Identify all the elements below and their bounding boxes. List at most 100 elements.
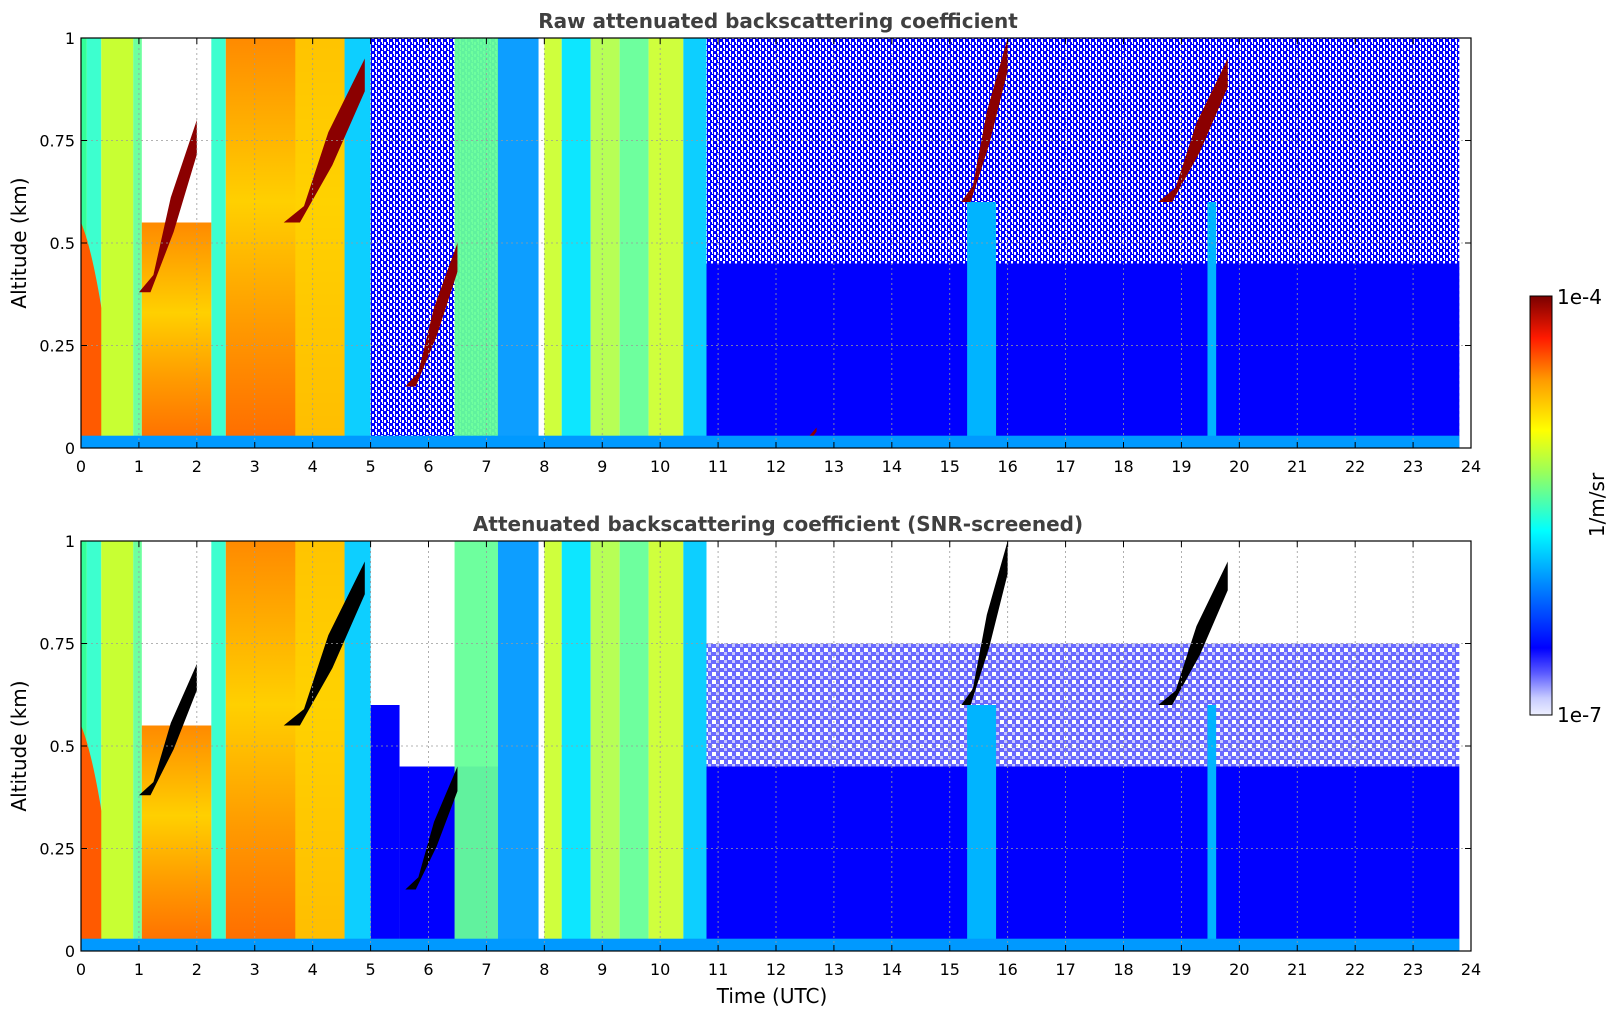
x-tick-label: 18 [1113, 960, 1133, 979]
y-tick-label: 0.25 [39, 337, 75, 356]
backscatter-cell [1207, 202, 1217, 448]
backscatter-cell [967, 202, 997, 448]
clear-air-cell [706, 643, 1460, 767]
x-tick-label: 21 [1287, 960, 1307, 979]
x-tick-label: 4 [308, 457, 318, 476]
x-tick-label: 11 [708, 960, 728, 979]
x-tick-label: 24 [1461, 960, 1481, 979]
x-tick-label: 10 [650, 960, 670, 979]
clear-air-cell [706, 263, 1460, 448]
cloud-layer [1158, 58, 1228, 202]
surface-layer [81, 938, 1460, 951]
x-tick-label: 16 [997, 960, 1017, 979]
x-tick-label: 15 [940, 960, 960, 979]
cloud-layer [961, 541, 1008, 705]
clear-air-cell [706, 766, 1460, 951]
x-tick-label: 14 [882, 960, 902, 979]
colorbar-unit-label: 1/m/sr [1585, 472, 1609, 537]
x-tick-label: 22 [1345, 457, 1365, 476]
x-tick-label: 17 [1055, 457, 1075, 476]
backscatter-cell [683, 38, 707, 448]
backscatter-cell [648, 541, 684, 951]
y-tick-label: 1 [65, 29, 75, 48]
x-tick-label: 9 [597, 457, 607, 476]
x-tick-label: 7 [481, 457, 491, 476]
x-tick-label: 7 [481, 960, 491, 979]
x-tick-label: 23 [1403, 457, 1423, 476]
y-tick-label: 0.75 [39, 635, 75, 654]
clear-air-cell [370, 705, 400, 951]
x-tick-label: 13 [824, 960, 844, 979]
x-tick-label: 23 [1403, 960, 1423, 979]
y-tick-label: 0.25 [39, 840, 75, 859]
x-tick-label: 20 [1229, 457, 1249, 476]
x-tick-label: 21 [1287, 457, 1307, 476]
x-tick-label: 10 [650, 457, 670, 476]
y-axis-label: Altitude (km) [7, 177, 31, 308]
backscatter-cell [683, 541, 707, 951]
x-tick-label: 11 [708, 457, 728, 476]
cloud-layer [799, 427, 817, 448]
x-tick-label: 12 [766, 960, 786, 979]
x-tick-label: 22 [1345, 960, 1365, 979]
cloud-layer [405, 766, 458, 890]
y-tick-label: 0.5 [50, 234, 75, 253]
x-tick-label: 16 [997, 457, 1017, 476]
x-axis-label: Time (UTC) [716, 984, 828, 1008]
x-tick-label: 3 [250, 960, 260, 979]
y-tick-label: 0.75 [39, 132, 75, 151]
x-tick-label: 4 [308, 960, 318, 979]
x-tick-label: 2 [192, 457, 202, 476]
x-tick-label: 2 [192, 960, 202, 979]
backscatter-cell [211, 38, 226, 448]
backscatter-cell [619, 38, 649, 448]
x-tick-label: 14 [882, 457, 902, 476]
x-tick-label: 19 [1171, 457, 1191, 476]
cloud-layer [1158, 561, 1228, 705]
x-tick-label: 5 [365, 457, 375, 476]
cloud-layer [961, 38, 1008, 202]
backscatter-cell [1207, 705, 1217, 951]
y-tick-label: 0 [65, 942, 75, 961]
heatmap-panel-1: 0 1 2 3 4 5 6 7 8 9 10 11 12 13 14 15 16 17 18 19 20 21 22 23 24… [7, 9, 1481, 476]
backscatter-cell [590, 38, 620, 448]
backscatter-cell [211, 541, 226, 951]
x-tick-label: 19 [1171, 960, 1191, 979]
backscatter-cell [648, 38, 684, 448]
x-tick-label: 20 [1229, 960, 1249, 979]
x-tick-label: 8 [539, 960, 549, 979]
panel-title: Attenuated backscattering coefficient (S… [473, 512, 1083, 536]
backscatter-cell [141, 222, 212, 448]
colorbar: 1e-4 1e-7 1/m/sr [1529, 285, 1609, 727]
colorbar-scale [1529, 295, 1553, 716]
x-tick-label: 9 [597, 960, 607, 979]
x-tick-label: 5 [365, 960, 375, 979]
x-tick-label: 13 [824, 457, 844, 476]
x-tick-label: 0 [76, 457, 86, 476]
x-tick-label: 6 [423, 960, 433, 979]
x-tick-label: 24 [1461, 457, 1481, 476]
x-tick-label: 0 [76, 960, 86, 979]
x-tick-label: 1 [134, 960, 144, 979]
y-tick-label: 0.5 [50, 737, 75, 756]
y-tick-label: 0 [65, 439, 75, 458]
colorbar-bottom-label: 1e-7 [1557, 703, 1602, 727]
x-tick-label: 12 [766, 457, 786, 476]
cloud-layer [283, 561, 365, 726]
x-tick-label: 8 [539, 457, 549, 476]
panel-title: Raw attenuated backscattering coefficien… [538, 9, 1018, 33]
heatmap-panel-2: 0 1 2 3 4 5 6 7 8 9 10 11 12 13 14 15 16 17 18 19 20 21 22 23 24… [7, 512, 1481, 1008]
y-tick-label: 1 [65, 532, 75, 551]
x-tick-label: 17 [1055, 960, 1075, 979]
backscatter-cell [590, 541, 620, 951]
x-tick-label: 15 [940, 457, 960, 476]
backscatter-cell [967, 705, 997, 951]
x-tick-label: 6 [423, 457, 433, 476]
backscatter-cell [141, 725, 212, 951]
x-tick-label: 3 [250, 457, 260, 476]
y-axis-label: Altitude (km) [7, 680, 31, 811]
cloud-layer [405, 243, 458, 387]
colorbar-top-label: 1e-4 [1557, 285, 1602, 309]
x-tick-label: 18 [1113, 457, 1133, 476]
